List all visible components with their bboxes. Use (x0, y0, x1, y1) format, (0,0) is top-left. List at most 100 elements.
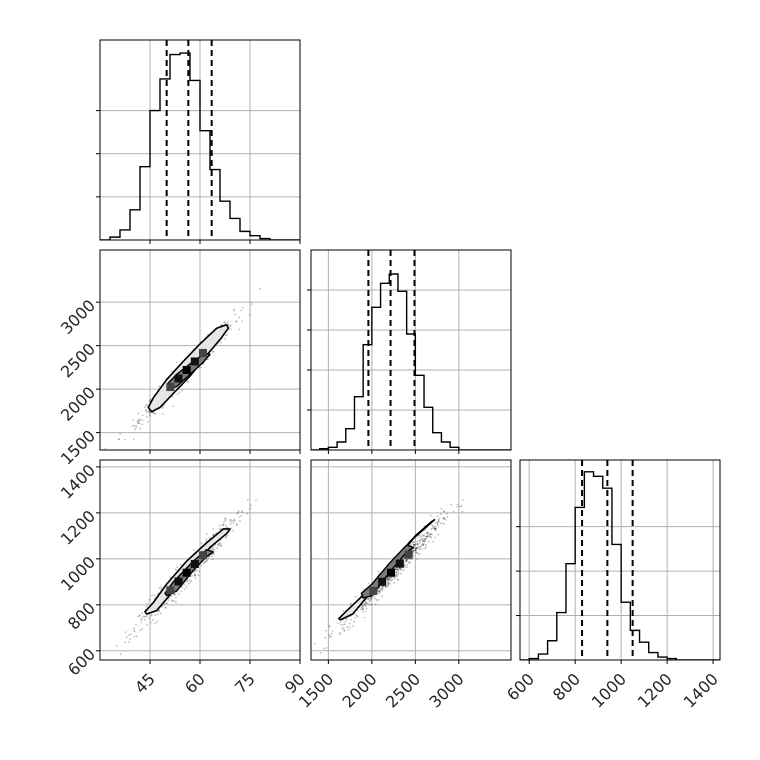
param-2-vs-param-3-sample-point (434, 521, 437, 524)
param-1-vs-param-3-frame (99, 459, 301, 661)
param-1-vs-param-3-points (115, 498, 257, 655)
param-2-vs-param-3-sample-point (324, 629, 327, 632)
param-2-vs-param-3-sample-point (379, 591, 382, 593)
param-1-vs-param-3-sample-point (164, 606, 167, 609)
param-2-vs-param-3-sample-point (360, 608, 362, 611)
param-2-vs-param-3-sample-point (418, 541, 421, 544)
param-1-vs-param-3-sample-point (237, 511, 240, 514)
param-1-vs-param-2-sample-point (259, 287, 262, 290)
param-1-vs-param-3-sample-point (238, 516, 241, 518)
param-1-vs-param-2-sample-point (238, 316, 241, 319)
param-2-vs-param-3-sample-point (429, 532, 432, 535)
param-2-vs-param-3-sample-point (330, 632, 333, 635)
param-1-vs-param-3-sample-point (133, 629, 136, 632)
param-2-vs-param-3-sample-point (386, 577, 389, 579)
param-2-vs-param-3-sample-point (370, 596, 373, 599)
param-2-vs-param-3-sample-point (444, 517, 446, 520)
param-1-vs-param-3-sample-point (217, 544, 220, 547)
param-1-vs-param-3-sample-point (208, 555, 211, 558)
param-2-vs-param-3-sample-point (362, 607, 365, 610)
param-1-vs-param-2-sample-point (136, 420, 139, 423)
param-1-vs-param-3-sample-point (223, 521, 225, 524)
param-2-vs-param-3-sample-point (414, 547, 417, 550)
param-3-marginal-frame (519, 459, 721, 661)
param-2-vs-param-3-sample-point (397, 569, 400, 571)
param-1-vs-param-2-sample-point (240, 309, 243, 312)
param-1-vs-param-3-sample-point (230, 519, 233, 521)
param-1-vs-param-3-sample-point (189, 582, 191, 584)
param-1-vs-param-3-sample-point (180, 563, 183, 566)
param-1-vs-param-3-sample-point (218, 528, 221, 531)
param-1-marginal-histogram-line (100, 52, 300, 240)
param-2-vs-param-3-sample-point (369, 599, 371, 602)
param-2-vs-param-3-sample-point (418, 547, 421, 550)
param-2-vs-param-3-sample-point (418, 553, 421, 556)
param-2-vs-param-3-sample-point (389, 582, 392, 585)
param-1-vs-param-3-sample-point (229, 523, 232, 525)
param-1-vs-param-2-sample-point (223, 321, 226, 324)
param-2-vs-param-3-sample-point (420, 545, 423, 548)
param-2-vs-param-3-sample-point (349, 602, 352, 605)
param-2-vs-param-3-sample-point (417, 536, 419, 539)
param-2-vs-param-3-sample-point (446, 512, 448, 515)
param-1-vs-param-3-sample-point (222, 523, 224, 526)
param-1-vs-param-2-sample-point (137, 421, 139, 424)
param-1-vs-param-3-density-cell (190, 559, 199, 568)
param-2-vs-param-3-sample-point (381, 587, 384, 590)
param-2-vs-param-3-sample-point (427, 535, 430, 538)
param-1-vs-param-3-sample-point (180, 590, 182, 593)
param-1-vs-param-2-sample-point (145, 409, 148, 412)
param-2-vs-param-3-sample-point (422, 535, 425, 537)
param-2-vs-param-3-panel: 1500 2000 2500 3000 (295, 459, 512, 712)
param-1-vs-param-3-sample-point (140, 618, 143, 620)
param-2-vs-param-3-sample-point (362, 608, 364, 611)
param-1-vs-param-3-sample-point (219, 543, 222, 546)
param-1-vs-param-3-sample-point (220, 545, 223, 548)
param-1-vs-param-3-sample-point (158, 609, 161, 612)
param-1-vs-param-3-sample-point (218, 524, 221, 527)
param-2-vs-param-3-sample-point (329, 635, 332, 638)
param-1-vs-param-3-sample-point (222, 524, 225, 527)
param-2-vs-param-3-sample-point (461, 510, 464, 513)
param-2-vs-param-3-sample-point (409, 543, 412, 546)
param-1-vs-param-2-points (104, 287, 262, 450)
param-1-vs-param-2-sample-point (234, 313, 237, 316)
param-1-vs-param-3-sample-point (197, 570, 200, 573)
param-1-vs-param-2-sample-point (238, 328, 241, 331)
param-1-vs-param-3-sample-point (212, 546, 215, 549)
param-1-vs-param-3-density-cell (166, 586, 175, 595)
param-3-marginal-panel: 600 800 1000 1200 1400 (503, 459, 722, 712)
param-2-vs-param-3-frame (310, 459, 512, 661)
param-1-vs-param-2-sample-point (118, 438, 121, 441)
param-1-vs-param-3-sample-point (140, 618, 143, 621)
param-1-vs-param-3-sample-point (212, 533, 215, 536)
param-1-vs-param-3-sample-point (188, 579, 191, 582)
param-2-vs-param-3-sample-point (389, 576, 392, 579)
param-1-vs-param-3-sample-point (165, 602, 167, 604)
param-2-vs-param-3-sample-point (437, 519, 440, 521)
param-2-vs-param-3-sample-point (415, 547, 417, 550)
param-1-vs-param-2-sample-point (249, 313, 252, 316)
param-2-vs-param-3-sample-point (434, 527, 437, 530)
param-2-vs-param-3-sample-point (425, 535, 428, 538)
param-1-vs-param-2-sample-point (158, 385, 161, 388)
param-2-vs-param-3-sample-point (378, 590, 381, 593)
param-2-vs-param-3-sample-point (387, 578, 389, 581)
param-1-vs-param-3-sample-point (152, 619, 154, 621)
param-1-vs-param-3-sample-point (212, 549, 215, 551)
param-2-vs-param-3-sample-point (423, 540, 426, 543)
param-2-vs-param-3-sample-point (414, 549, 416, 552)
param-1-vs-param-2-sample-point (224, 334, 227, 336)
param-2-vs-param-3-sample-point (343, 629, 345, 632)
param-1-vs-param-3-sample-point (187, 582, 190, 585)
param-1-vs-param-3-xtick-label: 60 (181, 669, 209, 697)
param-1-vs-param-3-sample-point (249, 507, 251, 510)
param-1-vs-param-2-sample-point (148, 399, 151, 402)
param-1-vs-param-3-sample-point (157, 610, 160, 613)
param-2-vs-param-3-sample-point (314, 642, 317, 645)
param-1-vs-param-3-sample-point (213, 553, 215, 556)
param-2-vs-param-3-sample-point (400, 569, 403, 571)
param-1-vs-param-3-sample-point (193, 573, 196, 575)
param-2-vs-param-3-sample-point (430, 536, 432, 539)
param-2-vs-param-3-sample-point (395, 570, 398, 573)
